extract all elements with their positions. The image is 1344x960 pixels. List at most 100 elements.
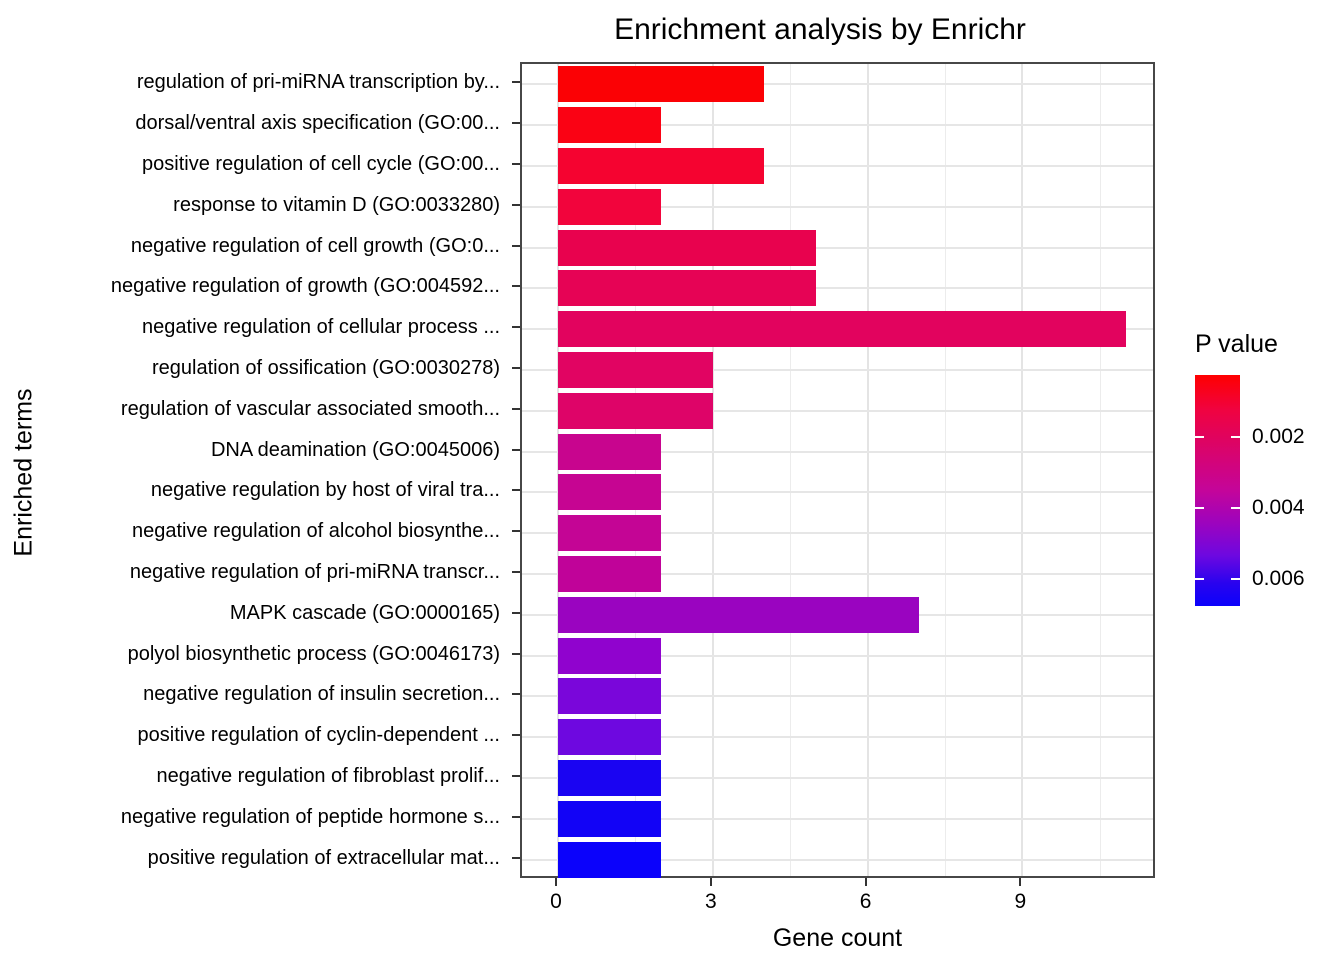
legend-tick-mark (1195, 577, 1204, 580)
bar (558, 556, 662, 592)
y-axis-tick-label: DNA deamination (GO:0045006) (210, 438, 500, 461)
y-axis-tick-mark (512, 285, 520, 288)
y-major-gridline (522, 817, 1153, 820)
bar (558, 760, 662, 796)
y-axis-tick-label: positive regulation of extracellular mat… (147, 846, 500, 869)
y-axis-tick-mark (512, 448, 520, 451)
y-axis-tick-mark (512, 530, 520, 533)
y-axis-tick-mark (512, 203, 520, 206)
bar (558, 352, 713, 388)
bar (558, 678, 662, 715)
bar (558, 270, 816, 307)
x-minor-gridline (945, 64, 946, 876)
x-axis-tick-mark (709, 878, 712, 886)
x-axis-title: Gene count (772, 924, 903, 952)
y-axis-tick-mark (512, 367, 520, 369)
y-major-gridline (522, 777, 1153, 779)
legend-tick-mark (1231, 435, 1240, 438)
chart-title: Enrichment analysis by Enrichr (614, 13, 1026, 46)
y-axis-tick-mark (512, 81, 520, 84)
y-major-gridline (522, 695, 1153, 698)
bar (558, 311, 1126, 348)
y-axis-tick-label: negative regulation of peptide hormone s… (120, 805, 500, 828)
y-axis-tick-mark (512, 652, 520, 655)
y-major-gridline (522, 287, 1153, 290)
y-axis-tick-label: negative regulation of insulin secretion… (143, 683, 500, 706)
legend-title: P value (1195, 330, 1278, 358)
y-axis-tick-label: MAPK cascade (GO:0000165) (229, 601, 500, 624)
y-axis-tick-mark (512, 122, 520, 125)
y-axis-tick-label: negative regulation of cell growth (GO:0… (130, 234, 500, 257)
y-major-gridline (522, 858, 1153, 861)
x-axis-labels: 0 3 6 9 (520, 890, 1155, 916)
y-axis-tick-label: negative regulation by host of viral tra… (150, 479, 500, 502)
x-axis-tick-mark (864, 878, 867, 886)
legend-tick-label: 0.006 (1252, 566, 1305, 590)
bar (558, 148, 765, 184)
y-axis-tick-label: negative regulation of cellular process … (142, 316, 500, 339)
x-axis-tick-mark (555, 878, 557, 886)
bar (558, 66, 765, 103)
bar (558, 515, 662, 552)
y-axis-tick-label: positive regulation of cell cycle (GO:00… (142, 153, 500, 175)
y-major-gridline (522, 654, 1153, 657)
y-axis-tick-label: negative regulation of growth (GO:004592… (110, 275, 500, 298)
legend-tick-label: 0.002 (1252, 424, 1305, 448)
x-major-gridline (1021, 64, 1024, 876)
x-axis-tick-label: 0 (550, 890, 562, 913)
y-axis-ticks (506, 62, 520, 878)
y-axis-tick-label: regulation of ossification (GO:0030278) (152, 357, 500, 379)
x-minor-gridline (790, 64, 792, 876)
y-axis-tick-mark (512, 815, 520, 818)
y-major-gridline (522, 532, 1153, 535)
y-axis-labels: regulation of pri-miRNA transcription by… (0, 62, 500, 878)
bar (558, 188, 662, 225)
y-axis-tick-mark (512, 571, 520, 573)
legend-tick-mark (1195, 435, 1204, 438)
y-axis-tick-mark (512, 856, 520, 859)
y-axis-tick-label: regulation of pri-miRNA transcription by… (136, 71, 500, 94)
plot-panel (520, 62, 1155, 878)
x-axis-tick-label: 9 (1014, 890, 1027, 913)
x-minor-gridline (635, 64, 637, 876)
y-axis-tick-mark (512, 693, 520, 696)
y-major-gridline (522, 491, 1153, 494)
x-axis-ticks (520, 878, 1155, 888)
y-axis-tick-mark (512, 611, 520, 614)
x-axis-tick-label: 6 (859, 890, 872, 913)
bar (558, 474, 662, 511)
y-major-gridline (522, 83, 1153, 86)
y-axis-tick-mark (512, 489, 520, 492)
y-axis-tick-label: dorsal/ventral axis specification (GO:00… (135, 112, 500, 135)
y-axis-tick-label: negative regulation of fibroblast prolif… (156, 765, 500, 787)
y-major-gridline (522, 450, 1153, 453)
bar (558, 107, 662, 144)
x-major-gridline (557, 64, 559, 876)
y-axis-tick-mark (512, 163, 520, 165)
legend: P value 0.002 0.004 0.006 (1195, 330, 1344, 606)
y-major-gridline (522, 165, 1153, 167)
bar (558, 229, 816, 266)
y-major-gridline (522, 409, 1153, 412)
y-axis-tick-label: response to vitamin D (GO:0033280) (173, 193, 500, 216)
y-axis-tick-mark (512, 407, 520, 410)
y-major-gridline (522, 124, 1153, 127)
y-axis-tick-mark (512, 734, 520, 737)
y-major-gridline (522, 573, 1153, 575)
bar (558, 596, 920, 633)
x-axis-tick-label: 3 (704, 890, 717, 913)
y-major-gridline (522, 205, 1153, 208)
bar (558, 637, 662, 674)
y-axis-tick-label: positive regulation of cyclin-dependent … (137, 724, 500, 747)
y-axis-tick-label: polyol biosynthetic process (GO:0046173) (127, 642, 500, 665)
y-axis-tick-mark (512, 244, 520, 247)
x-major-gridline (866, 64, 869, 876)
y-major-gridline (522, 736, 1153, 739)
y-major-gridline (522, 246, 1153, 249)
bar (558, 433, 662, 470)
x-major-gridline (711, 64, 714, 876)
legend-tick-mark (1231, 507, 1240, 510)
y-axis-tick-label: regulation of vascular associated smooth… (120, 397, 500, 420)
legend-tick-label: 0.004 (1252, 496, 1305, 520)
y-axis-tick-mark (512, 775, 520, 777)
